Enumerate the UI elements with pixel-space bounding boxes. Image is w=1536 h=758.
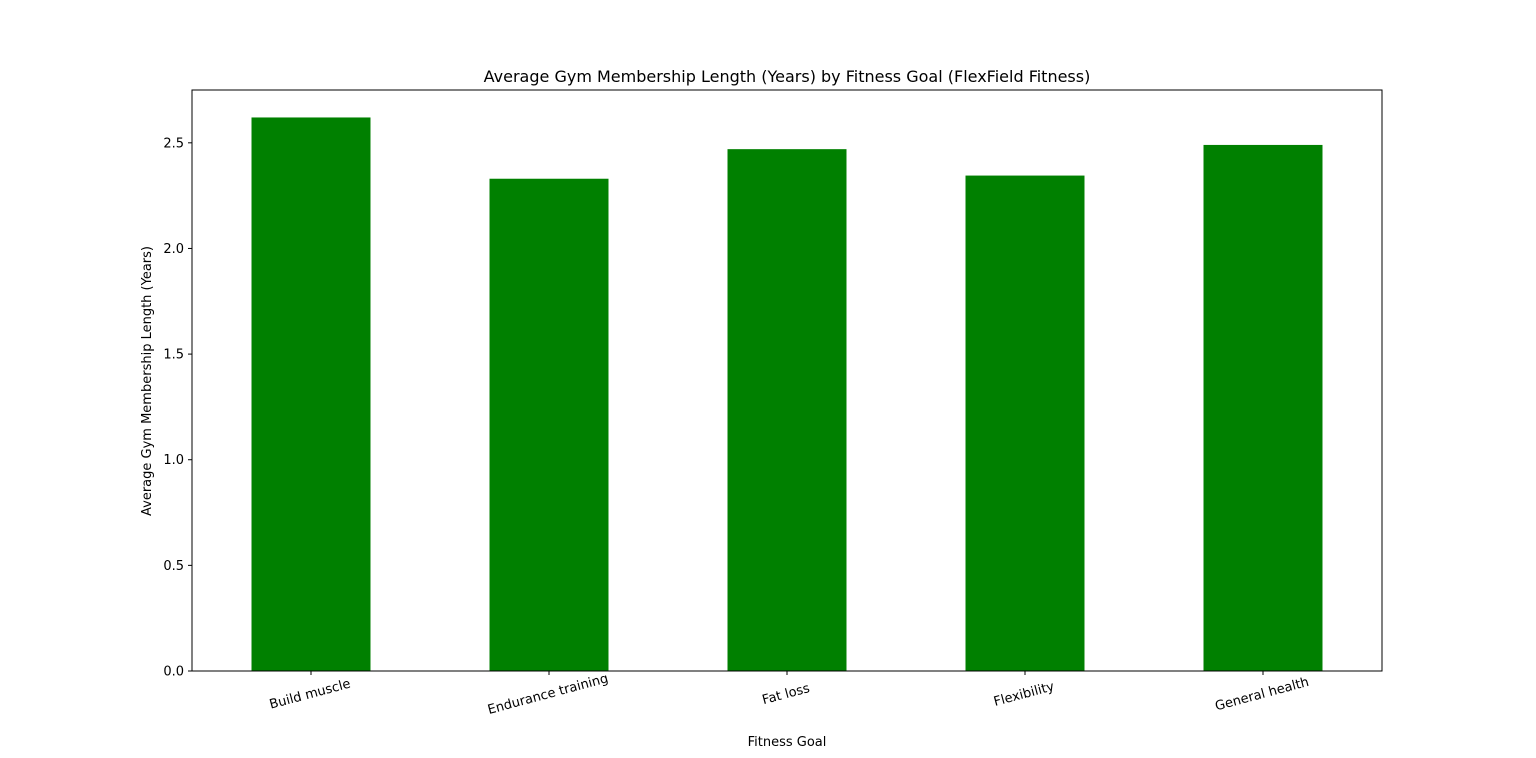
y-axis-label: Average Gym Membership Length (Years) xyxy=(140,246,155,516)
y-tick-label: 1.0 xyxy=(163,453,184,468)
x-tick-label: General health xyxy=(1214,675,1311,714)
plot-area: 0.0 0.5 1.0 1.5 2.0 2.5 Build muscle Endurance … xyxy=(163,89,1383,718)
x-tick-label: Endurance training xyxy=(486,671,610,718)
y-tick-label: 2.0 xyxy=(163,242,184,257)
bar-flexibility xyxy=(965,175,1085,671)
y-tick-label: 2.5 xyxy=(163,136,184,151)
chart-title: Average Gym Membership Length (Years) by… xyxy=(484,67,1091,86)
bar-general-health xyxy=(1203,144,1323,671)
y-tick-label: 0.5 xyxy=(163,559,184,574)
x-axis-label: Fitness Goal xyxy=(748,735,827,750)
y-tick-label: 0.0 xyxy=(163,665,184,680)
x-tick-label: Fat loss xyxy=(761,681,812,708)
bar-fat-loss xyxy=(727,149,847,671)
bar-build-muscle xyxy=(251,117,371,671)
y-tick-label: 1.5 xyxy=(163,348,184,363)
x-tick-label: Build muscle xyxy=(268,677,352,713)
bar-endurance-training xyxy=(489,178,609,671)
x-tick-label: Flexibility xyxy=(992,679,1056,710)
